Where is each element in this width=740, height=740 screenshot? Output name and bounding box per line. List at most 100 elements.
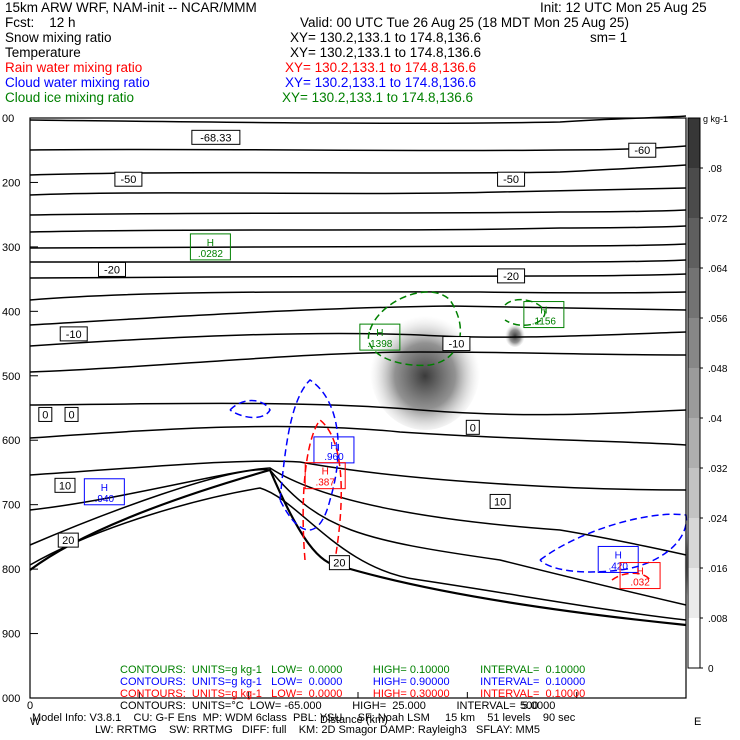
ytick-label-1: 200	[2, 177, 20, 189]
temp-label-box-6	[59, 326, 88, 342]
colorbar-step-3	[688, 468, 700, 518]
maximum-box-7	[619, 562, 661, 590]
field-xy-cloudice: XY= 130.2,133.1 to 174.8,136.6	[282, 90, 474, 105]
cloud-water-contour-2	[229, 399, 271, 419]
colorbar-label-9: .072	[708, 214, 728, 225]
isotherm-6	[29, 243, 687, 249]
isotherm-15	[29, 460, 687, 491]
temp-label-box-0	[191, 129, 241, 145]
temp-label-box-12	[489, 493, 511, 509]
temp-label-13: 20	[62, 535, 74, 547]
maximum-value-3: .940	[95, 494, 115, 505]
maximum-label-7: H	[636, 567, 643, 578]
temp-label-3: -50	[503, 174, 519, 186]
field-name-temp: Temperature	[5, 45, 81, 60]
isotherm-12	[29, 351, 687, 373]
colorbar-step-2	[688, 518, 700, 568]
xtick-500: 500	[520, 700, 539, 712]
contours-rain: CONTOURS: UNITS=g kg-1 LOW= 0.0000 HIGH=…	[120, 688, 586, 700]
temp-label-6: -10	[66, 329, 82, 341]
maximum-value-2: .1156	[532, 317, 557, 328]
maximum-value-0: .0282	[198, 249, 223, 260]
maximum-box-2	[523, 301, 565, 329]
colorbar-label-8: .064	[708, 264, 728, 275]
west-label: W	[30, 716, 41, 728]
maximum-box-5	[597, 545, 639, 573]
temp-label-10: 0	[470, 422, 476, 434]
field-xy-snow: XY= 130.2,133.1 to 174.8,136.6	[290, 30, 482, 45]
temp-label-box-5	[497, 268, 526, 284]
ytick-label-3: 400	[2, 306, 20, 318]
colorbar-label-4: .032	[708, 464, 728, 475]
temp-label-1: -60	[634, 145, 650, 157]
field-name-cloudwater: Cloud water mixing ratio	[5, 75, 150, 90]
temp-label-box-14	[328, 555, 350, 571]
cloud-water-contour-3	[539, 513, 688, 573]
maximum-label-4: H	[330, 441, 337, 452]
ytick-label-8: 900	[2, 629, 20, 641]
colorbar-step-5	[688, 368, 700, 418]
rain-contour-2	[611, 572, 651, 581]
snow-shading-small	[505, 323, 525, 347]
maximum-value-7: .032	[630, 578, 650, 589]
isotherm-11	[29, 331, 687, 347]
maximum-value-5: .420	[608, 561, 628, 572]
maximum-label-0: H	[207, 238, 214, 249]
contours-temperature: CONTOURS: UNITS=°C LOW= -65.000 HIGH= 25…	[120, 700, 556, 712]
isotherm-8	[29, 273, 687, 279]
model-info-2: LW: RRTMG SW: RRTMG DIFF: full KM: 2D Sm…	[95, 724, 540, 736]
valid-time: Valid: 00 UTC Tue 26 Aug 25 (18 MDT Mon …	[300, 15, 629, 30]
colorbar-label-0: 0	[708, 664, 714, 675]
colorbar-label-6: .048	[708, 364, 728, 375]
temp-label-box-3	[497, 171, 526, 187]
temp-label-7: -10	[448, 339, 464, 351]
temp-label-box-8	[38, 406, 53, 422]
colorbar-label-3: .024	[708, 514, 728, 525]
ytick-label-5: 600	[2, 435, 20, 447]
temp-label-8: 0	[42, 409, 48, 421]
field-name-snow: Snow mixing ratio	[5, 30, 112, 45]
maximum-value-4: .960	[324, 452, 344, 463]
model-info: Model Info: V3.8.1 CU: G-F Ens MP: WDM 6…	[32, 712, 576, 724]
isotherm-5	[29, 225, 687, 233]
temp-label-4: -20	[104, 264, 120, 276]
temp-label-box-13	[57, 532, 79, 548]
temp-label-box-2	[114, 171, 143, 187]
contours-cloud-ice: CONTOURS: UNITS=g kg-1 LOW= 0.0000 HIGH=…	[120, 664, 586, 676]
terrain-line	[29, 468, 687, 627]
rain-contour-1	[302, 418, 342, 561]
colorbar-step-1	[688, 568, 700, 618]
maximum-box-0	[189, 233, 231, 261]
colorbar-step-10	[688, 118, 700, 168]
ytick-label-0: 00	[2, 113, 14, 125]
colorbar-label-5: .04	[708, 414, 722, 425]
temp-label-box-7	[442, 336, 471, 352]
temp-label-box-1	[628, 142, 657, 158]
isotherm-4	[29, 209, 687, 216]
isotherm-13	[29, 402, 687, 416]
temp-label-0: -68.33	[200, 132, 231, 144]
isotherm-10	[29, 305, 687, 326]
colorbar-step-4	[688, 418, 700, 468]
isotherm-16	[29, 467, 687, 556]
cloud-water-contour-1	[279, 379, 339, 531]
maximum-label-2: H	[540, 306, 547, 317]
temp-label-14: 20	[333, 558, 345, 570]
colorbar-step-8	[688, 218, 700, 268]
forecast-hour: Fcst: 12 h	[5, 15, 76, 30]
plot-area	[30, 118, 686, 698]
field-xy-cloudwater: XY= 130.2,133.1 to 174.8,136.6	[285, 75, 477, 90]
field-xy-temp: XY= 130.2,133.1 to 174.8,136.6	[290, 45, 482, 60]
colorbar-label-2: .016	[708, 564, 728, 575]
temp-label-12: 10	[494, 496, 506, 508]
temp-label-11: 10	[59, 480, 71, 492]
temp-label-box-9	[64, 406, 79, 422]
ytick-label-6: 700	[2, 500, 20, 512]
maximum-box-3	[83, 478, 125, 506]
colorbar-unit: g kg-1	[703, 114, 728, 124]
temp-label-9: 0	[68, 409, 74, 421]
colorbar-step-9	[688, 168, 700, 218]
isotherm-18	[29, 487, 687, 621]
field-extra-snow: sm= 1	[590, 30, 628, 45]
